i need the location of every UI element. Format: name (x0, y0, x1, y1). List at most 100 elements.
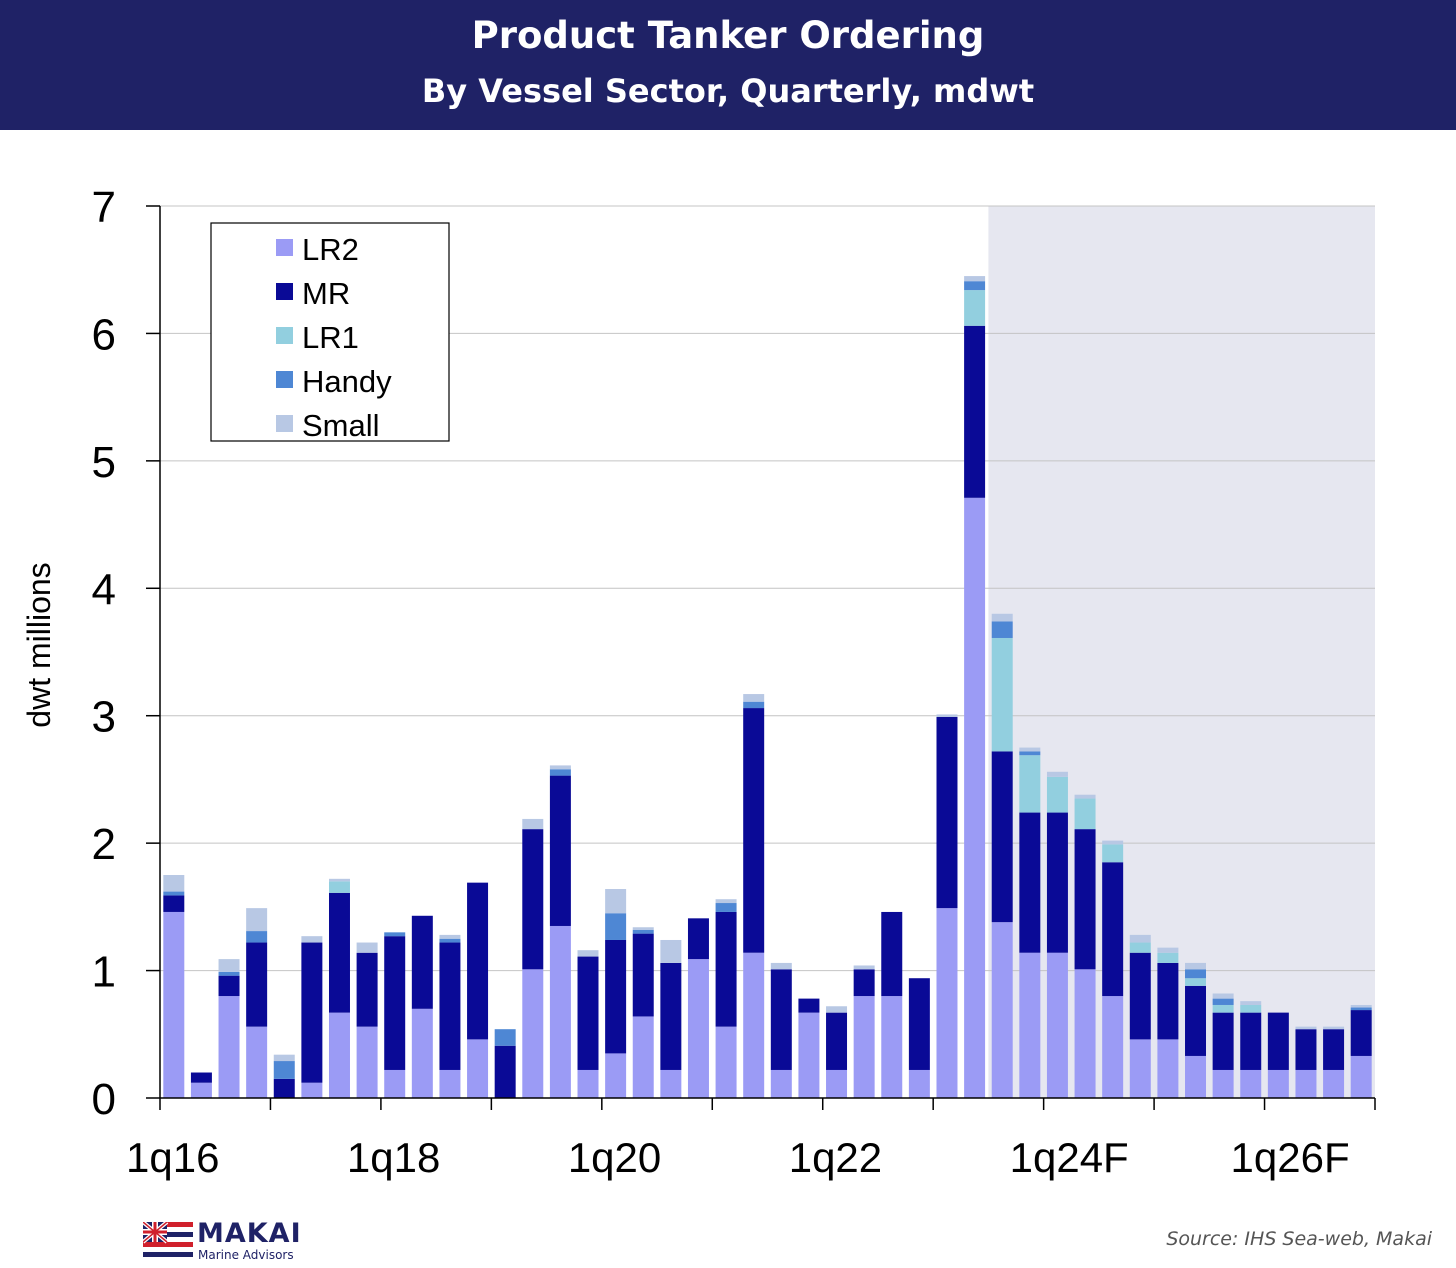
bar-mr-2q26F (1295, 1029, 1317, 1070)
bar-small-4q24F (1129, 934, 1151, 943)
bar-lr2-4q22 (908, 1069, 930, 1098)
bar-handy-2q21 (743, 701, 765, 709)
bar-mr-1q26F (1267, 1012, 1289, 1070)
y-tick-label: 0 (92, 1075, 116, 1124)
x-tick-label: 1q18 (347, 1134, 440, 1181)
y-tick-label: 2 (92, 820, 116, 869)
bar-mr-2q17 (301, 942, 323, 1083)
bar-mr-4q22 (908, 978, 930, 1070)
bar-mr-3q16 (218, 975, 240, 997)
bar-small-3q24F (1102, 840, 1124, 845)
bar-small-1q17 (273, 1054, 295, 1062)
bar-small-2q23 (964, 276, 986, 282)
bar-mr-1q21 (715, 911, 737, 1027)
bar-lr2-3q19 (549, 925, 571, 1098)
bar-small-4q25F (1240, 1001, 1262, 1005)
bar-small-3q19 (549, 765, 571, 770)
bar-small-3q21 (770, 962, 792, 970)
bar-small-4q16 (246, 908, 268, 932)
bar-lr2-2q22 (853, 996, 875, 1098)
bar-lr2-4q23 (1019, 952, 1041, 1098)
bar-lr2-4q18 (467, 1039, 489, 1098)
bar-lr2-3q16 (218, 996, 240, 1098)
bar-small-1q25F (1157, 947, 1179, 953)
bar-lr2-2q17 (301, 1082, 323, 1098)
bar-mr-3q25F (1212, 1012, 1234, 1070)
bar-lr2-1q22 (826, 1069, 848, 1098)
bar-handy-1q21 (715, 903, 737, 912)
bar-handy-3q18 (439, 938, 461, 943)
bar-lr2-2q20 (632, 1016, 654, 1098)
chart-header: Product Tanker Ordering By Vessel Sector… (0, 0, 1456, 130)
bar-lr1-4q24F (1129, 942, 1151, 953)
bar-mr-1q17 (273, 1078, 295, 1098)
x-tick-label: 1q22 (789, 1134, 882, 1181)
bar-small-2q25F (1185, 962, 1207, 970)
bar-small-1q24F (1046, 771, 1068, 777)
bar-mr-3q22 (881, 911, 903, 997)
bar-small-2q24F (1074, 794, 1096, 799)
bar-lr2-2q16 (190, 1082, 212, 1098)
bar-mr-2q22 (853, 969, 875, 997)
bar-small-4q26F (1350, 1004, 1372, 1008)
hawaii-flag-icon (143, 1222, 193, 1262)
bar-mr-4q25F (1240, 1012, 1262, 1070)
bar-mr-4q23 (1019, 812, 1041, 953)
bar-lr2-3q26F (1323, 1069, 1345, 1098)
bar-mr-3q24F (1102, 862, 1124, 997)
bar-small-3q16 (218, 959, 240, 972)
bar-lr2-4q21 (798, 1012, 820, 1098)
bar-small-2q20 (632, 927, 654, 930)
bar-small-1q16 (163, 875, 185, 892)
logo-subtitle: Marine Advisors (198, 1248, 294, 1262)
bar-mr-3q23 (991, 751, 1013, 923)
legend-swatch-handy (276, 371, 293, 388)
bar-mr-1q19 (494, 1045, 516, 1098)
x-tick-label: 1q26F (1231, 1134, 1350, 1181)
bar-handy-4q16 (246, 931, 268, 943)
bar-mr-4q20 (687, 918, 709, 960)
bar-mr-4q17 (356, 952, 378, 1027)
bar-mr-2q24F (1074, 829, 1096, 970)
bar-mr-4q26F (1350, 1010, 1372, 1056)
bar-handy-1q16 (163, 891, 185, 896)
bar-lr1-3q17 (328, 881, 350, 893)
bar-lr2-1q24F (1046, 952, 1068, 1098)
bar-small-3q25F (1212, 993, 1234, 999)
bar-mr-2q23 (964, 325, 986, 498)
bar-handy-2q25F (1185, 969, 1207, 979)
bar-lr1-3q24F (1102, 844, 1124, 863)
bar-lr1-3q25F (1212, 1004, 1234, 1013)
bar-lr1-2q23 (964, 290, 986, 326)
x-tick-label: 1q24F (1010, 1134, 1129, 1181)
bar-lr2-3q18 (439, 1069, 461, 1098)
bar-lr1-3q23 (991, 637, 1013, 752)
bar-lr1-1q25F (1157, 952, 1179, 963)
bar-handy-1q18 (384, 932, 406, 937)
y-tick-label: 1 (92, 948, 116, 997)
legend-swatch-small (276, 415, 293, 432)
bar-mr-1q25F (1157, 962, 1179, 1040)
bar-mr-1q22 (826, 1012, 848, 1070)
bar-lr1-4q23 (1019, 755, 1041, 813)
bar-handy-3q19 (549, 769, 571, 776)
bar-mr-1q24F (1046, 812, 1068, 953)
bar-lr2-4q17 (356, 1026, 378, 1098)
bar-lr2-4q19 (577, 1069, 599, 1098)
legend-label-lr2: LR2 (302, 232, 359, 267)
legend-swatch-mr (276, 283, 293, 300)
bar-lr2-1q21 (715, 1026, 737, 1098)
bar-small-4q17 (356, 942, 378, 953)
bar-lr2-4q16 (246, 1026, 268, 1098)
chart-title: Product Tanker Ordering (471, 14, 985, 57)
bar-mr-4q16 (246, 942, 268, 1027)
bar-small-1q20 (605, 889, 627, 914)
bar-mr-3q17 (328, 892, 350, 1013)
bar-lr2-1q25F (1157, 1039, 1179, 1098)
bar-small-4q19 (577, 950, 599, 957)
bar-lr2-3q21 (770, 1069, 792, 1098)
x-tick-label: 1q20 (568, 1134, 661, 1181)
legend-label-lr1: LR1 (302, 320, 359, 355)
bar-lr2-4q20 (687, 959, 709, 1098)
bar-mr-1q20 (605, 939, 627, 1054)
